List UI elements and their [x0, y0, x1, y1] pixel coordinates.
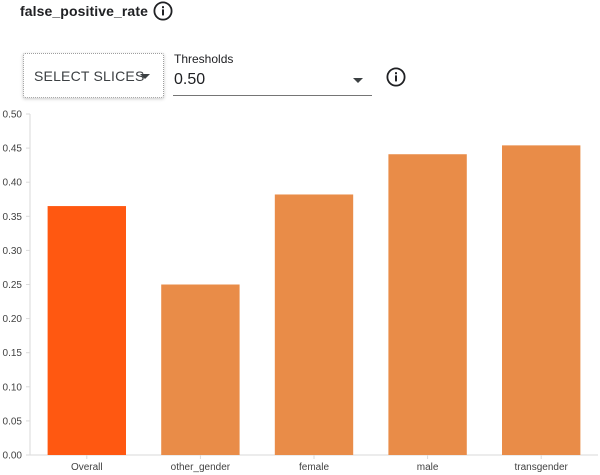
y-tick-label: 0.50 [3, 110, 23, 121]
y-tick-label: 0.20 [3, 314, 23, 325]
y-tick-label: 0.25 [3, 280, 23, 291]
arrow-drop-down-icon [353, 78, 363, 83]
select-slices-label: SELECT SLICES [34, 68, 145, 84]
arrow-drop-down-icon [140, 74, 150, 79]
info-icon[interactable] [386, 67, 406, 87]
y-tick-label: 0.10 [3, 382, 23, 393]
y-tick-label: 0.00 [3, 451, 23, 462]
info-icon[interactable] [153, 1, 173, 21]
y-tick-label: 0.45 [3, 144, 23, 155]
y-tick-label: 0.15 [3, 348, 23, 359]
y-tick-label: 0.30 [3, 246, 23, 257]
x-tick-label: male [417, 462, 439, 473]
bar-transgender [502, 145, 581, 455]
thresholds-label: Thresholds [174, 52, 234, 66]
y-tick-label: 0.05 [3, 416, 23, 427]
false-positive-rate-bar-chart: 0.00 0.05 0.10 0.15 0.20 0.25 0.30 0.35 0.40 0.45… [3, 110, 598, 473]
bar-male [388, 154, 467, 455]
threshold-value: 0.50 [174, 71, 206, 88]
x-tick-label: Overall [71, 462, 103, 473]
threshold-select[interactable]: 0.50 [173, 66, 372, 96]
select-slices-button[interactable]: SELECT SLICES [23, 53, 164, 98]
metric-title: false_positive_rate [20, 3, 148, 19]
x-tick-label: other_gender [171, 462, 231, 473]
y-tick-label: 0.35 [3, 212, 23, 223]
y-tick-label: 0.40 [3, 178, 23, 189]
bar-other-gender [161, 284, 240, 455]
x-tick-label: transgender [515, 462, 569, 473]
x-tick-label: female [299, 462, 329, 473]
bar-female [274, 194, 354, 455]
bar-Overall [47, 206, 126, 455]
